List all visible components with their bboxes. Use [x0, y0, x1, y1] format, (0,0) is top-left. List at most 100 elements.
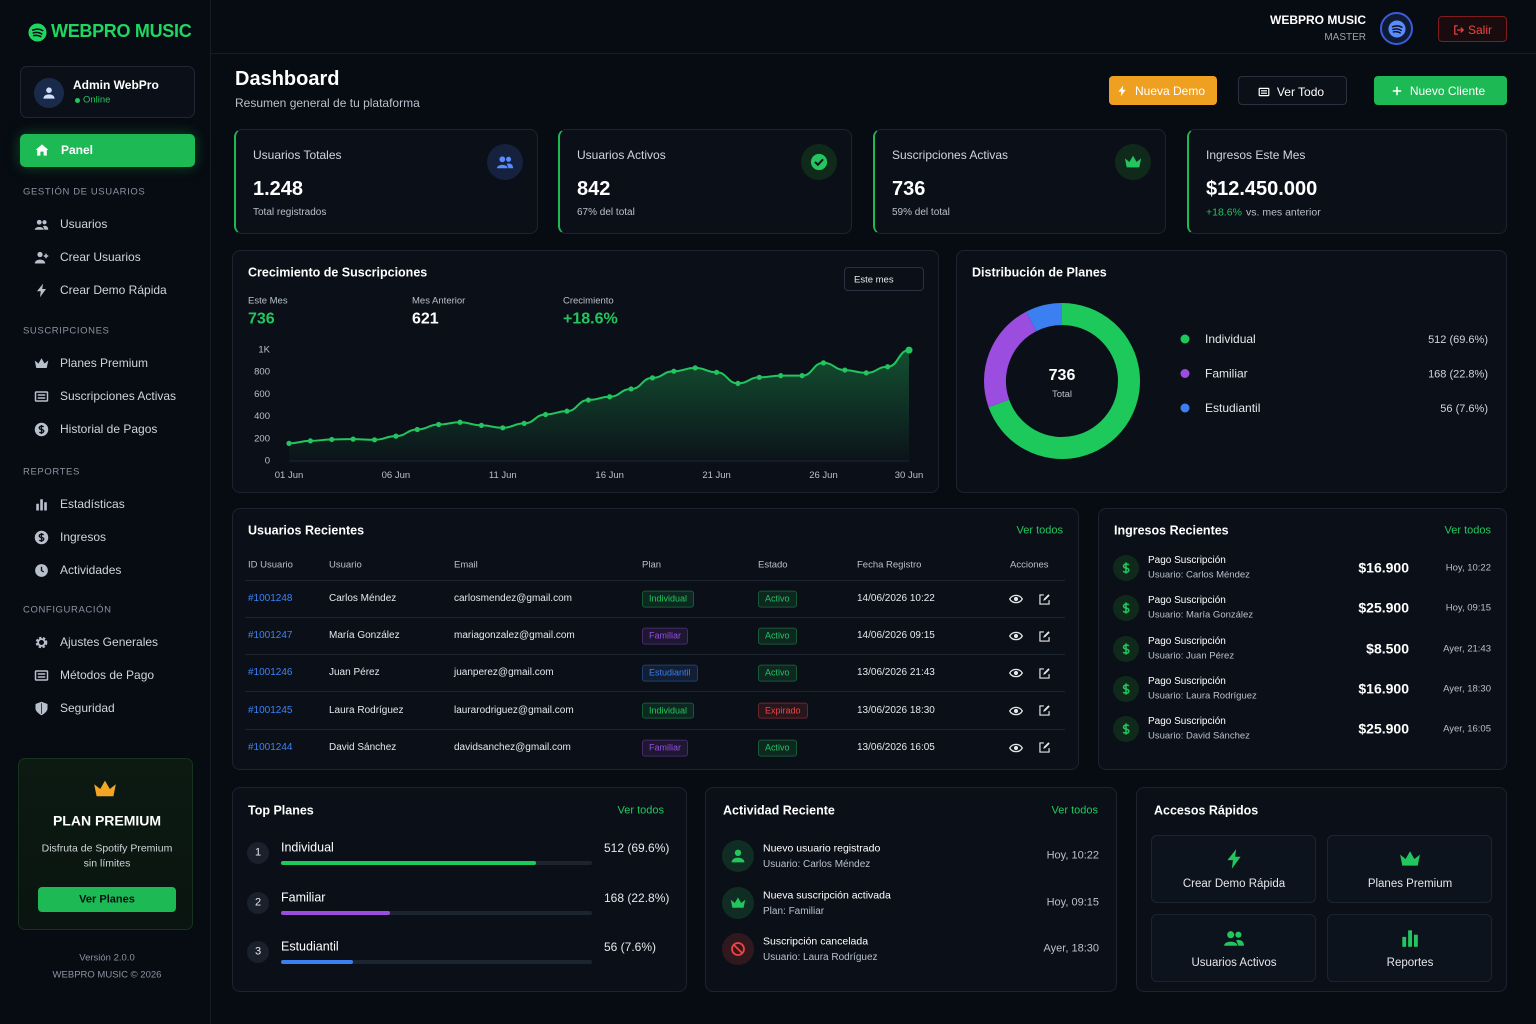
- quick-access-label[interactable]: Crear Demo Rápida: [1182, 878, 1286, 891]
- logout-label[interactable]: Salir: [1468, 22, 1493, 37]
- nav-label: Ingresos: [60, 529, 107, 544]
- y-tick-label: 200: [254, 433, 270, 444]
- edit-action[interactable]: [1038, 741, 1051, 754]
- quick-access-tile[interactable]: Usuarios Activos: [1151, 914, 1316, 982]
- line-chart-card: Crecimiento de Suscripciones Este mes Este…: [232, 250, 939, 493]
- nav-item[interactable]: Métodos de Pago: [20, 661, 195, 689]
- table-header: Fecha Registro: [857, 559, 922, 571]
- plan-value: 56 (7.6%): [604, 939, 657, 954]
- edit-action[interactable]: [1038, 593, 1051, 606]
- quick-access-label[interactable]: Reportes: [1386, 957, 1434, 970]
- section-link[interactable]: Ver todos: [1016, 524, 1063, 537]
- nav-item[interactable]: Crear Demo Rápida: [20, 276, 195, 304]
- icon-shape: [1118, 85, 1126, 96]
- user-date: 13/06/2026 18:30: [857, 704, 935, 716]
- user-id[interactable]: #1001245: [248, 704, 293, 716]
- nav-item[interactable]: Suscripciones Activas: [20, 382, 195, 410]
- icon-shape: [34, 390, 48, 402]
- y-tick-label: 1K: [258, 345, 270, 356]
- nav-item[interactable]: Usuarios: [20, 210, 195, 238]
- quick-access-icon: [1402, 930, 1418, 947]
- legend-label: Individual: [1205, 332, 1256, 346]
- legend-value: 512 (69.6%): [1428, 334, 1488, 346]
- quick-access-tile[interactable]: Reportes: [1327, 914, 1492, 982]
- section-title: Actividad Reciente: [723, 803, 835, 818]
- edit-action[interactable]: [1038, 704, 1051, 717]
- edit-action[interactable]: [1038, 667, 1051, 680]
- top-bar: WEBPRO MUSIC MASTER Salir: [211, 0, 1536, 54]
- header-role: MASTER: [1324, 32, 1366, 43]
- nav-item[interactable]: Actividades: [20, 556, 195, 584]
- table-divider: [245, 654, 1065, 656]
- action-button-label[interactable]: Ver Todo: [1276, 84, 1325, 99]
- pie-center-value: 736: [1049, 367, 1076, 384]
- nav-item[interactable]: Ajustes Generales: [20, 628, 195, 656]
- income-time: Hoy, 10:22: [1445, 562, 1491, 574]
- promo-title: PLAN PREMIUM: [52, 812, 162, 829]
- icon-shape: [1009, 706, 1023, 715]
- section-link[interactable]: Ver todos: [1051, 804, 1098, 817]
- icon-shape: [1042, 742, 1050, 750]
- header-avatar[interactable]: [1380, 12, 1413, 45]
- edit-action[interactable]: [1038, 630, 1051, 643]
- filter-label[interactable]: Este mes: [854, 274, 894, 286]
- action-button[interactable]: Nueva Demo: [1109, 76, 1217, 105]
- icon-shape: [1392, 86, 1402, 95]
- stat-note: 59% del total: [892, 207, 950, 218]
- promo-button[interactable]: Ver Planes: [38, 887, 176, 912]
- point: [307, 438, 313, 444]
- point: [564, 408, 570, 414]
- icon-shape: [46, 87, 52, 93]
- activity-icon: [730, 896, 746, 908]
- nav-icon: [35, 144, 49, 156]
- nav-icon: [35, 636, 47, 648]
- nav-item[interactable]: Estadísticas: [20, 490, 195, 518]
- quick-access-label[interactable]: Usuarios Activos: [1191, 957, 1277, 970]
- quick-access-icon: [1400, 851, 1420, 866]
- income-title: Pago Suscripción: [1148, 635, 1226, 647]
- nav-label: Suscripciones Activas: [60, 388, 177, 403]
- nav-item-active[interactable]: Panel: [20, 134, 195, 167]
- y-tick-label: 400: [254, 411, 270, 422]
- view-action[interactable]: [1009, 666, 1023, 680]
- icon-shape: [1122, 562, 1130, 574]
- user-email: carlosmendez@gmail.com: [454, 593, 572, 604]
- view-action[interactable]: [1009, 704, 1023, 718]
- action-button-label[interactable]: Nueva Demo: [1134, 83, 1206, 98]
- point: [905, 346, 913, 354]
- action-button[interactable]: Nuevo Cliente: [1374, 76, 1507, 105]
- section-link[interactable]: Ver todos: [617, 804, 664, 817]
- quick-access-tile[interactable]: Crear Demo Rápida: [1151, 835, 1316, 903]
- nav-item[interactable]: Planes Premium: [20, 349, 195, 377]
- nav-item[interactable]: Seguridad: [20, 694, 195, 722]
- nav-item[interactable]: Crear Usuarios: [20, 243, 195, 271]
- logout-button[interactable]: Salir: [1438, 16, 1507, 42]
- nav-item[interactable]: Ingresos: [20, 523, 195, 551]
- view-action[interactable]: [1009, 741, 1023, 755]
- nav-item[interactable]: Historial de Pagos: [20, 415, 195, 443]
- x-tick-label: 26 Jun: [809, 470, 838, 481]
- point: [457, 419, 463, 425]
- user-id[interactable]: #1001247: [248, 630, 293, 642]
- stat-card: Ingresos Este Mes $12.450.000 +18.6% vs. me…: [1187, 129, 1507, 234]
- income-time: Ayer, 16:05: [1443, 723, 1491, 735]
- user-id[interactable]: #1001246: [248, 667, 293, 679]
- filter-select[interactable]: Este mes: [844, 267, 924, 291]
- recent-income-card: Ingresos Recientes Ver todos Pago Suscripc…: [1098, 508, 1507, 770]
- promo-button-label[interactable]: Ver Planes: [79, 892, 135, 905]
- user-id[interactable]: #1001248: [248, 593, 293, 604]
- view-action[interactable]: [1009, 592, 1023, 606]
- icon-shape: [36, 637, 46, 647]
- icon-shape: [731, 857, 745, 863]
- quick-access-label[interactable]: Planes Premium: [1367, 878, 1453, 891]
- icon-shape: [43, 253, 48, 258]
- user-id[interactable]: #1001244: [248, 741, 293, 753]
- quick-access-tile[interactable]: Planes Premium: [1327, 835, 1492, 903]
- stat-label: Ingresos Este Mes: [1206, 147, 1306, 162]
- action-button[interactable]: Ver Todo: [1238, 76, 1347, 105]
- header-avatar-mark: [1387, 19, 1406, 38]
- action-button-label[interactable]: Nuevo Cliente: [1409, 83, 1486, 98]
- view-action[interactable]: [1009, 629, 1023, 643]
- section-link[interactable]: Ver todos: [1444, 524, 1491, 537]
- chart-title: Distribución de Planes: [972, 265, 1107, 280]
